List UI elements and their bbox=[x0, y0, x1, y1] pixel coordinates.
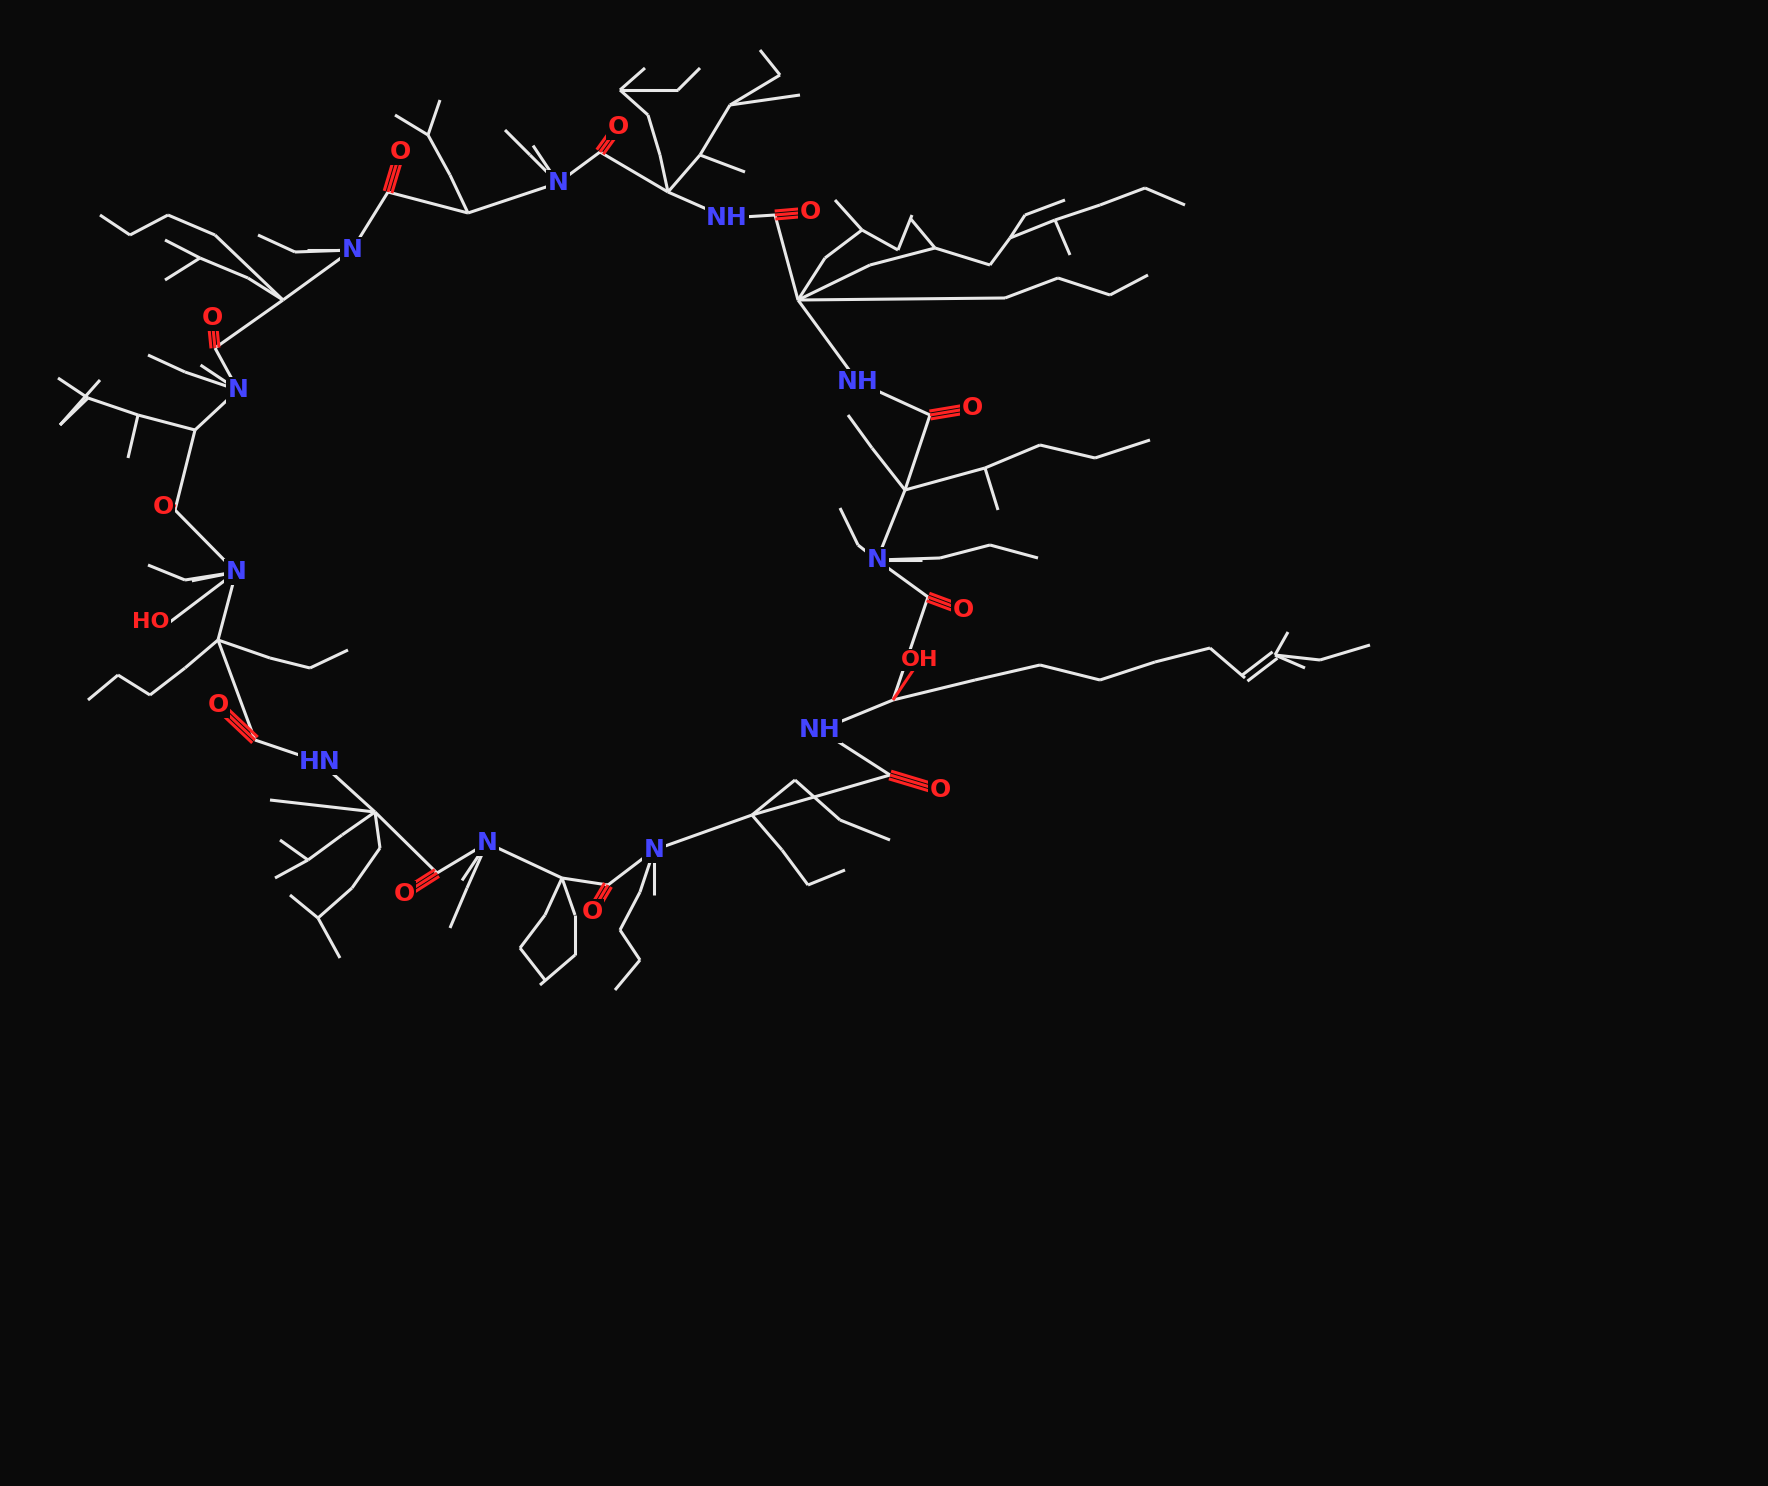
Text: O: O bbox=[930, 779, 951, 802]
Text: HO: HO bbox=[133, 612, 170, 632]
Text: O: O bbox=[389, 140, 410, 163]
Text: O: O bbox=[953, 597, 974, 623]
Text: N: N bbox=[226, 560, 246, 584]
Text: N: N bbox=[644, 838, 665, 862]
Text: HN: HN bbox=[299, 750, 341, 774]
Text: O: O bbox=[207, 692, 228, 718]
Text: NH: NH bbox=[799, 718, 842, 742]
Text: O: O bbox=[202, 306, 223, 330]
Text: O: O bbox=[608, 114, 629, 140]
Text: N: N bbox=[866, 548, 888, 572]
Text: O: O bbox=[582, 901, 603, 924]
Text: O: O bbox=[799, 201, 820, 224]
Text: O: O bbox=[962, 395, 983, 421]
Text: N: N bbox=[477, 831, 497, 854]
Text: O: O bbox=[152, 495, 173, 519]
Text: HO: HO bbox=[133, 612, 170, 632]
Text: O: O bbox=[392, 883, 415, 906]
Text: N: N bbox=[341, 238, 362, 262]
Text: OH: OH bbox=[902, 649, 939, 670]
Text: N: N bbox=[548, 171, 569, 195]
Text: NH: NH bbox=[705, 207, 748, 230]
Text: N: N bbox=[228, 377, 249, 403]
Text: NH: NH bbox=[836, 370, 879, 394]
